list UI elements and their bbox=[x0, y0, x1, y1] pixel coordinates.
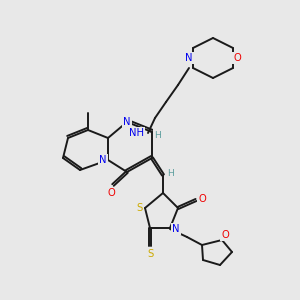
Text: N: N bbox=[185, 53, 193, 63]
Text: NH: NH bbox=[129, 128, 144, 138]
Text: S: S bbox=[137, 203, 143, 213]
Text: O: O bbox=[221, 230, 229, 240]
Text: N: N bbox=[172, 224, 179, 234]
Text: O: O bbox=[198, 194, 206, 204]
Text: S: S bbox=[147, 249, 153, 259]
Text: N: N bbox=[100, 155, 107, 165]
Text: O: O bbox=[107, 188, 115, 198]
Text: H: H bbox=[154, 130, 161, 140]
Text: N: N bbox=[123, 117, 131, 127]
Text: H: H bbox=[168, 169, 174, 178]
Text: O: O bbox=[233, 53, 241, 63]
